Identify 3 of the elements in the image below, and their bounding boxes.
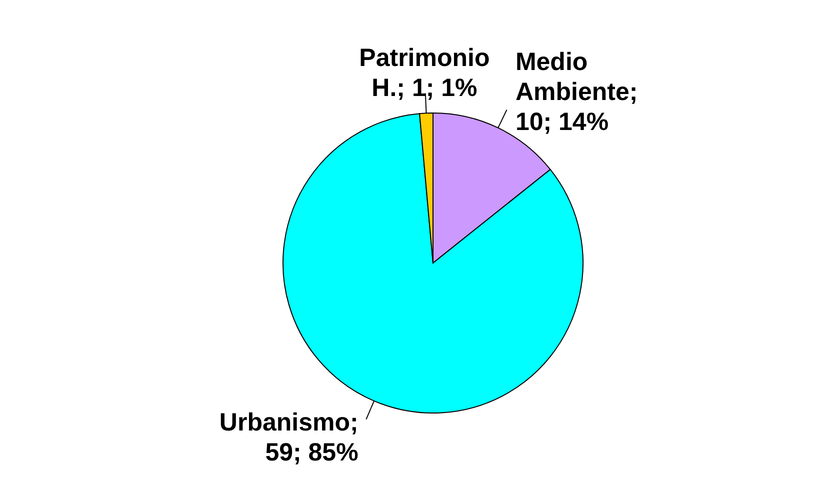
slice-label: Medio Ambiente; 10; 14% xyxy=(515,48,638,136)
slice-label: Patrimonio H.; 1; 1% xyxy=(359,44,490,102)
slice-label: Urbanismo; 59; 85% xyxy=(219,408,358,467)
